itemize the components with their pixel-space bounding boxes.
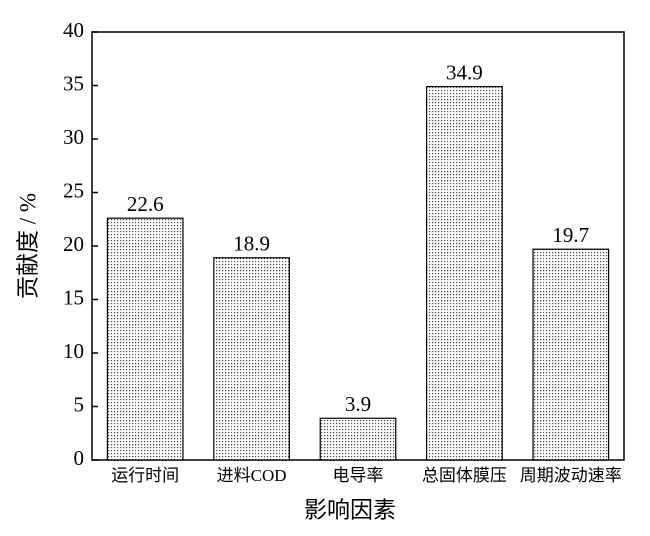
x-tick-label: 进料COD [217, 466, 287, 485]
x-tick-label: 总固体膜压 [422, 466, 507, 485]
value-label: 3.9 [345, 392, 371, 416]
value-label: 19.7 [552, 223, 589, 247]
x-axis-title: 影响因素 [304, 497, 396, 522]
y-tick-label: 5 [74, 392, 85, 416]
x-tick-label: 电导率 [333, 466, 384, 485]
bar [532, 248, 610, 461]
y-tick-label: 35 [63, 71, 84, 95]
value-label: 34.9 [446, 60, 483, 84]
value-label: 22.6 [127, 192, 164, 216]
y-tick-label: 15 [63, 285, 84, 309]
bar [213, 257, 290, 461]
bar [319, 417, 397, 461]
bar [106, 217, 184, 461]
x-tick-label: 周期波动速率 [520, 466, 622, 485]
y-tick-label: 30 [63, 125, 84, 149]
y-tick-label: 25 [63, 178, 84, 202]
y-tick-label: 20 [63, 232, 84, 256]
bar [426, 85, 503, 461]
y-tick-label: 40 [63, 18, 84, 42]
y-axis-title: 贡献度 / % [15, 193, 40, 299]
y-tick-label: 10 [63, 339, 84, 363]
y-tick-label: 0 [74, 446, 85, 470]
value-label: 18.9 [233, 232, 270, 256]
x-tick-label: 运行时间 [111, 466, 179, 485]
